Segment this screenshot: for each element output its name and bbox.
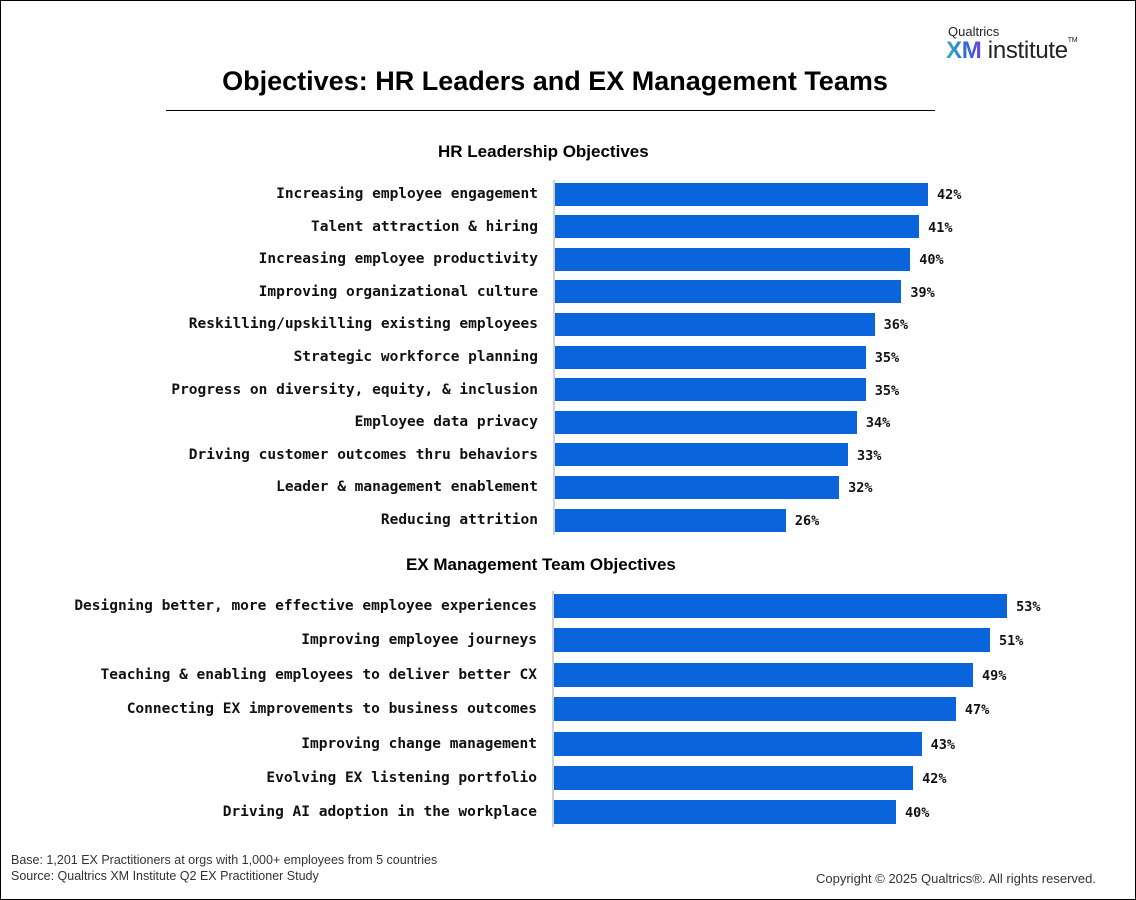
category-label: Leader & management enablement [276, 479, 538, 496]
data-label: 47% [964, 702, 990, 719]
data-label: 33% [857, 447, 882, 464]
category-label: Reskilling/upskilling existing employees [188, 316, 538, 333]
category-label: Improving organizational culture [258, 283, 538, 300]
bar [555, 215, 920, 239]
data-label: 42% [936, 187, 962, 203]
data-label: 34% [865, 415, 891, 432]
bar [555, 508, 786, 532]
bar [555, 280, 902, 304]
logo-xm-institute: XM instituteTM [946, 37, 1078, 65]
data-label: 36% [883, 317, 909, 334]
category-label: Evolving EX listening portfolio [266, 770, 537, 786]
bar [555, 475, 840, 499]
data-label: 39% [910, 284, 935, 301]
category-label: Driving AI adoption in the workplace [222, 804, 537, 821]
footer-copyright: Copyright © 2025 Qualtrics®. All rights … [816, 871, 1096, 886]
bar [554, 594, 1008, 618]
logo-tm: TM [1067, 37, 1078, 44]
axis-line [553, 179, 555, 535]
category-label: Improving change management [301, 735, 537, 752]
bar [554, 731, 922, 756]
data-label: 26% [794, 513, 820, 529]
bar [555, 312, 875, 336]
chart-title-ex: EX Management Team Objectives [406, 555, 676, 574]
data-label: 40% [905, 805, 930, 822]
bar [555, 378, 866, 402]
bar [554, 766, 914, 790]
axis-line [552, 591, 554, 828]
category-label: Employee data privacy [354, 414, 538, 431]
bar [555, 443, 849, 467]
bar [555, 182, 928, 206]
logo-qualtrics: Qualtrics [948, 24, 1000, 39]
category-label: Talent attraction & hiring [311, 218, 538, 235]
category-label: Teaching & enabling employees to deliver… [100, 666, 538, 683]
bar [554, 697, 956, 722]
logo-word: institute [987, 37, 1068, 64]
footer-base: Base: 1,201 EX Practitioners at orgs wit… [11, 853, 438, 867]
bar [555, 247, 911, 271]
category-label: Progress on diversity, equity, & inclusi… [171, 381, 538, 398]
logo-xm: XM [946, 37, 982, 64]
data-label: 42% [922, 771, 947, 787]
bar [554, 628, 991, 653]
category-label: Increasing employee productivity [258, 251, 538, 268]
data-label: 40% [919, 252, 944, 269]
data-label: 53% [1016, 599, 1041, 615]
category-label: Strategic workforce planning [293, 349, 538, 365]
bar [554, 800, 896, 825]
page-title: Objectives: HR Leaders and EX Management… [222, 66, 888, 96]
footer-source: Source: Qualtrics XM Institute Q2 EX Pra… [11, 869, 319, 883]
data-label: 35% [874, 382, 900, 399]
category-label: Increasing employee engagement [276, 186, 538, 202]
category-label: Driving customer outcomes thru behaviors [188, 446, 538, 463]
chart-title-hr: HR Leadership Objectives [438, 142, 649, 161]
bar [555, 410, 857, 434]
title-rule [166, 110, 935, 111]
bar [554, 662, 973, 687]
data-label: 32% [848, 480, 873, 497]
bar [555, 345, 866, 369]
data-label: 49% [981, 667, 1007, 684]
category-label: Connecting EX improvements to business o… [126, 701, 537, 718]
category-label: Designing better, more effective employe… [74, 598, 537, 614]
data-label: 43% [930, 736, 956, 753]
data-label: 35% [874, 350, 900, 366]
category-label: Reducing attrition [380, 512, 538, 528]
data-label: 51% [999, 633, 1024, 650]
category-label: Improving employee journeys [301, 632, 537, 649]
data-label: 41% [928, 219, 953, 236]
